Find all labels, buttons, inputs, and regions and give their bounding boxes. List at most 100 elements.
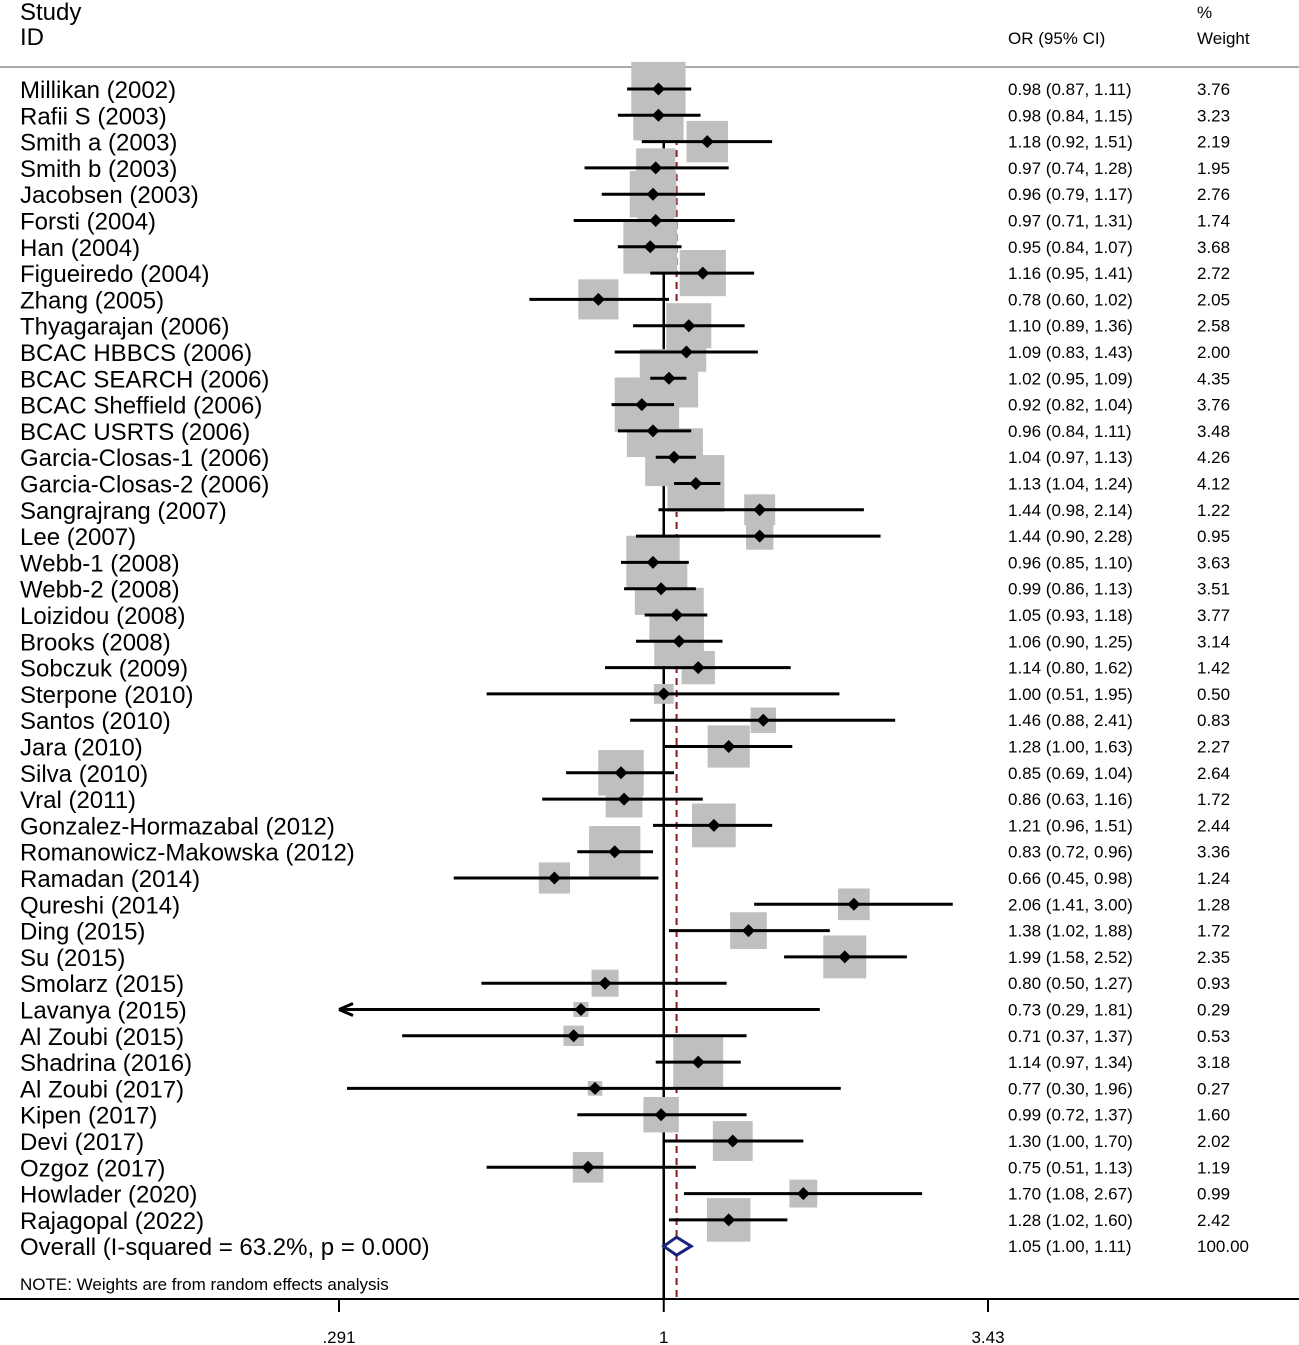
- point-estimate: [667, 450, 681, 464]
- point-estimate: [726, 1134, 740, 1148]
- study-label: Romanowicz-Makowska (2012): [20, 840, 355, 867]
- study-label: Sangrajrang (2007): [20, 498, 227, 525]
- study-label: Su (2015): [20, 945, 125, 972]
- point-estimate: [722, 1213, 736, 1227]
- study-label: Smolarz (2015): [20, 971, 184, 998]
- study-weight-text: 0.53: [1197, 1027, 1230, 1046]
- study-label: Thyagarajan (2006): [20, 314, 229, 341]
- ci-arrow: [338, 1002, 354, 1017]
- study-weight-text: 2.19: [1197, 133, 1230, 152]
- point-estimate: [691, 1055, 705, 1069]
- point-estimate: [753, 529, 767, 543]
- study-weight-text: 2.02: [1197, 1132, 1230, 1151]
- study-weight-text: 2.27: [1197, 738, 1230, 757]
- study-weight-text: 3.77: [1197, 606, 1230, 625]
- study-label: Jacobsen (2003): [20, 182, 199, 209]
- study-ci-text: 1.46 (0.88, 2.41): [1008, 711, 1133, 730]
- weight-boxes: [538, 61, 870, 1242]
- study-ci-text: 1.00 (0.51, 1.95): [1008, 685, 1133, 704]
- study-ci-text: 2.06 (1.41, 3.00): [1008, 895, 1133, 914]
- study-weight-text: 0.93: [1197, 974, 1230, 993]
- study-ci-text: 1.21 (0.96, 1.51): [1008, 816, 1133, 835]
- point-estimate: [756, 713, 770, 727]
- study-ci-text: 0.96 (0.85, 1.10): [1008, 553, 1133, 572]
- study-label: Lee (2007): [20, 524, 136, 551]
- point-estimate: [547, 871, 561, 885]
- study-label: Vral (2011): [20, 787, 136, 814]
- point-estimate: [722, 740, 736, 753]
- point-estimate: [646, 187, 660, 201]
- study-label: Ramadan (2014): [20, 866, 200, 893]
- point-estimates: [547, 82, 861, 1257]
- point-estimate: [654, 1108, 668, 1122]
- study-weight-text: 2.35: [1197, 948, 1230, 967]
- study-label: Santos (2010): [20, 708, 171, 735]
- study-ci-text: 1.44 (0.98, 2.14): [1008, 501, 1133, 520]
- study-label: BCAC USRTS (2006): [20, 419, 250, 446]
- study-ci-text: 0.97 (0.71, 1.31): [1008, 212, 1133, 231]
- overall-label: Overall (I-squared = 63.2%, p = 0.000): [20, 1234, 430, 1261]
- study-ci-text: 0.83 (0.72, 0.96): [1008, 843, 1133, 862]
- study-label: Qureshi (2014): [20, 892, 180, 919]
- point-estimate: [670, 608, 684, 622]
- point-estimate: [614, 766, 628, 780]
- study-weight-text: 3.14: [1197, 632, 1230, 651]
- study-ci-text: 1.28 (1.02, 1.60): [1008, 1211, 1133, 1230]
- study-ci-text: 0.75 (0.51, 1.13): [1008, 1158, 1133, 1177]
- study-label: Ozgoz (2017): [20, 1155, 165, 1182]
- overall-ci-text: 1.05 (1.00, 1.11): [1008, 1237, 1132, 1256]
- study-label: Kipen (2017): [20, 1103, 157, 1130]
- study-weight-text: 3.76: [1197, 80, 1230, 99]
- study-label: BCAC HBBCS (2006): [20, 340, 252, 367]
- study-label: Jara (2010): [20, 735, 143, 762]
- header-weight: Weight: [1197, 29, 1250, 48]
- study-ci-text: 0.95 (0.84, 1.07): [1008, 238, 1133, 257]
- point-estimate: [649, 214, 663, 227]
- study-weight-text: 2.72: [1197, 264, 1230, 283]
- x-axis-ticks: .291 1 3.43: [322, 1299, 1005, 1345]
- study-ci-text: 0.99 (0.72, 1.37): [1008, 1106, 1133, 1125]
- study-ci-text: 0.98 (0.84, 1.15): [1008, 106, 1133, 125]
- point-estimate: [643, 240, 657, 254]
- study-ci-text: 1.13 (1.04, 1.24): [1008, 475, 1133, 494]
- study-ci-text: 1.05 (0.93, 1.18): [1008, 606, 1133, 625]
- study-ci-text: 1.16 (0.95, 1.41): [1008, 264, 1133, 283]
- point-estimate: [608, 845, 622, 859]
- study-weight-text: 2.76: [1197, 185, 1230, 204]
- header-weight-pct: %: [1197, 3, 1212, 22]
- plot-area: [338, 61, 953, 1299]
- point-estimate: [574, 1003, 588, 1016]
- study-weight-text: 3.18: [1197, 1053, 1230, 1072]
- point-estimate: [651, 108, 665, 122]
- study-weight-text: 2.44: [1197, 816, 1230, 835]
- study-ci-text: 1.04 (0.97, 1.13): [1008, 448, 1133, 467]
- study-label: Millikan (2002): [20, 77, 176, 104]
- study-weight-text: 3.63: [1197, 553, 1230, 572]
- study-label: Howlader (2020): [20, 1182, 197, 1209]
- study-rows: Millikan (2002) 0.98 (0.87, 1.11) 3.76 Rafi…: [20, 77, 1249, 1261]
- x-tick-label: .291: [322, 1328, 355, 1345]
- study-label: Smith a (2003): [20, 130, 177, 157]
- point-estimate: [588, 1081, 602, 1095]
- point-estimate: [581, 1160, 595, 1174]
- study-label: Al Zoubi (2015): [20, 1024, 184, 1051]
- study-ci-text: 1.28 (1.00, 1.63): [1008, 738, 1133, 757]
- study-ci-text: 0.78 (0.60, 1.02): [1008, 290, 1133, 309]
- point-estimate: [847, 897, 861, 911]
- header-or-ci: OR (95% CI): [1008, 29, 1105, 48]
- study-ci-text: 0.97 (0.74, 1.28): [1008, 159, 1133, 178]
- study-ci-text: 1.44 (0.90, 2.28): [1008, 527, 1133, 546]
- study-weight-text: 3.48: [1197, 422, 1230, 441]
- study-weight-text: 1.19: [1197, 1158, 1230, 1177]
- study-ci-text: 1.10 (0.89, 1.36): [1008, 317, 1133, 336]
- study-label: Ding (2015): [20, 919, 145, 946]
- study-weight-text: 3.68: [1197, 238, 1230, 257]
- study-ci-text: 0.85 (0.69, 1.04): [1008, 764, 1133, 783]
- point-estimate: [635, 398, 649, 412]
- study-label: Shadrina (2016): [20, 1050, 192, 1077]
- point-estimate: [662, 371, 676, 385]
- study-label: Han (2004): [20, 235, 140, 262]
- study-label: BCAC SEARCH (2006): [20, 366, 269, 393]
- study-weight-text: 2.42: [1197, 1211, 1230, 1230]
- study-label: Lavanya (2015): [20, 998, 187, 1025]
